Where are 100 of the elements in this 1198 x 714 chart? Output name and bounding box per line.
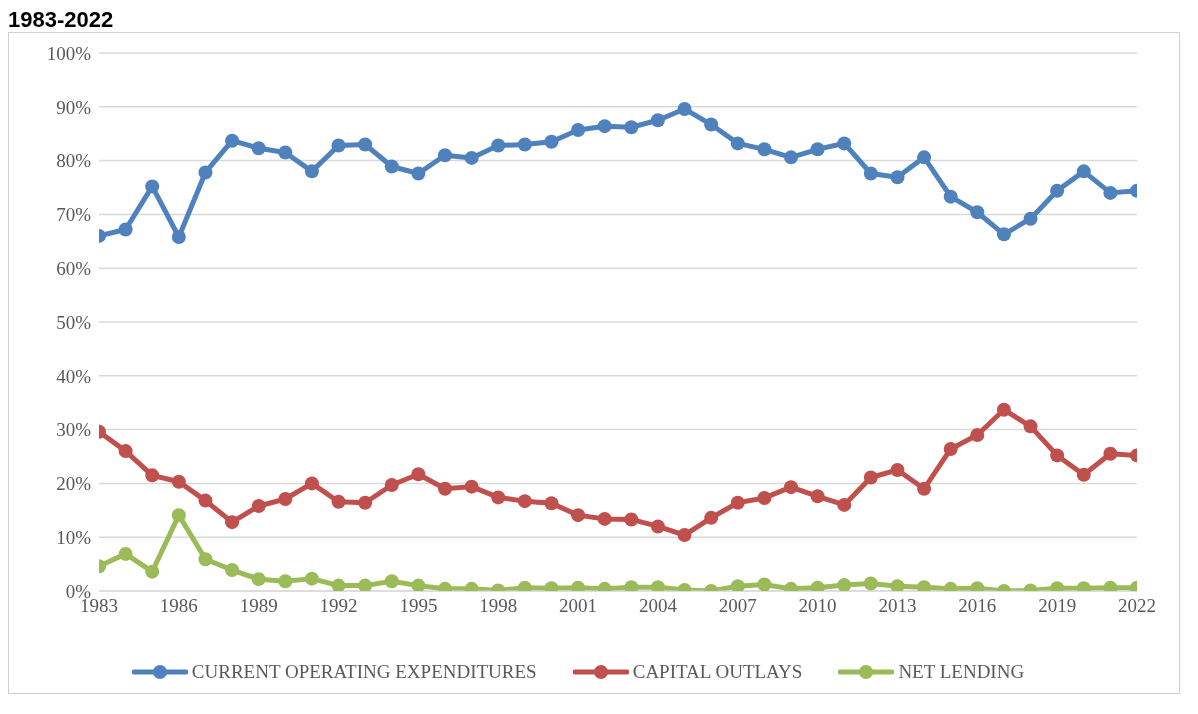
point — [996, 402, 1011, 417]
y-tick-label: 50% — [56, 311, 92, 333]
y-tick-label: 100% — [46, 42, 92, 64]
point — [278, 574, 293, 589]
x-tick-label: 2016 — [958, 595, 997, 617]
point — [384, 478, 399, 493]
point — [118, 444, 133, 459]
point — [943, 189, 958, 204]
point — [304, 571, 319, 586]
point — [863, 166, 878, 181]
chart-title: 1983-2022 — [8, 7, 115, 32]
x-tick-label: 2010 — [798, 595, 837, 617]
point — [517, 494, 532, 509]
point — [837, 136, 852, 151]
x-tick-label: 2004 — [638, 595, 678, 617]
legend-label: NET LENDING — [898, 661, 1025, 683]
point — [171, 508, 186, 523]
point — [145, 468, 160, 483]
point — [810, 489, 825, 504]
point — [1103, 185, 1118, 200]
x-tick-label: 1989 — [239, 595, 278, 617]
y-tick-label: 40% — [56, 365, 92, 387]
point — [677, 101, 692, 116]
point — [384, 159, 399, 174]
point — [517, 137, 532, 152]
point — [890, 462, 905, 477]
x-tick-label: 1992 — [319, 595, 358, 617]
x-tick-label: 2019 — [1038, 595, 1077, 617]
point — [571, 508, 586, 523]
point — [757, 490, 772, 505]
point — [1050, 448, 1065, 463]
legend-label: CURRENT OPERATING EXPENDITURES — [191, 661, 537, 683]
point — [358, 137, 373, 152]
point — [730, 136, 745, 151]
point — [917, 150, 932, 165]
point — [917, 481, 932, 496]
point — [677, 528, 692, 543]
point — [996, 227, 1011, 242]
point — [118, 222, 133, 237]
point — [464, 479, 479, 494]
x-tick-label: 1986 — [159, 595, 198, 617]
point — [970, 427, 985, 442]
point — [491, 138, 506, 153]
point — [411, 578, 426, 591]
point — [251, 499, 266, 513]
point — [784, 480, 798, 495]
y-tick-label: 80% — [56, 150, 92, 172]
point — [384, 574, 399, 589]
point — [757, 142, 772, 157]
point — [304, 164, 319, 179]
point — [863, 576, 878, 591]
point — [251, 572, 266, 587]
point — [624, 512, 639, 527]
point — [1076, 164, 1091, 179]
point — [863, 470, 878, 485]
point — [890, 170, 905, 185]
point — [597, 119, 612, 134]
point — [118, 546, 133, 561]
point — [198, 493, 213, 508]
point — [784, 150, 798, 165]
point — [704, 117, 719, 132]
point — [358, 495, 373, 510]
point — [464, 150, 479, 165]
point — [1023, 419, 1038, 434]
point — [198, 552, 213, 567]
point — [1023, 211, 1038, 226]
point — [837, 578, 852, 591]
point — [730, 579, 745, 591]
legend-label: CAPITAL OUTLAYS — [632, 661, 803, 683]
point — [198, 165, 213, 180]
point — [251, 141, 266, 156]
x-tick-label: 2007 — [718, 595, 757, 617]
point — [331, 138, 346, 153]
point — [1076, 467, 1091, 482]
point — [810, 142, 825, 157]
point — [411, 166, 426, 181]
x-tick-label: 1998 — [479, 595, 518, 617]
point — [650, 519, 665, 534]
point — [597, 511, 612, 526]
point — [837, 497, 852, 512]
point — [358, 578, 373, 591]
point — [225, 133, 240, 148]
point — [943, 441, 958, 456]
point — [624, 120, 639, 135]
point — [438, 148, 452, 163]
point — [331, 578, 346, 591]
point — [1050, 183, 1065, 198]
point — [331, 494, 346, 509]
point — [438, 481, 452, 496]
point — [544, 496, 559, 511]
x-tick-label: 2022 — [1118, 595, 1156, 617]
y-tick-label: 20% — [56, 473, 92, 495]
x-tick-label: 2013 — [878, 595, 917, 617]
point — [411, 467, 426, 482]
point — [225, 563, 240, 578]
x-tick-label: 2001 — [559, 595, 598, 617]
point — [730, 495, 745, 510]
point — [171, 230, 186, 244]
point — [304, 476, 319, 491]
point — [571, 122, 586, 137]
